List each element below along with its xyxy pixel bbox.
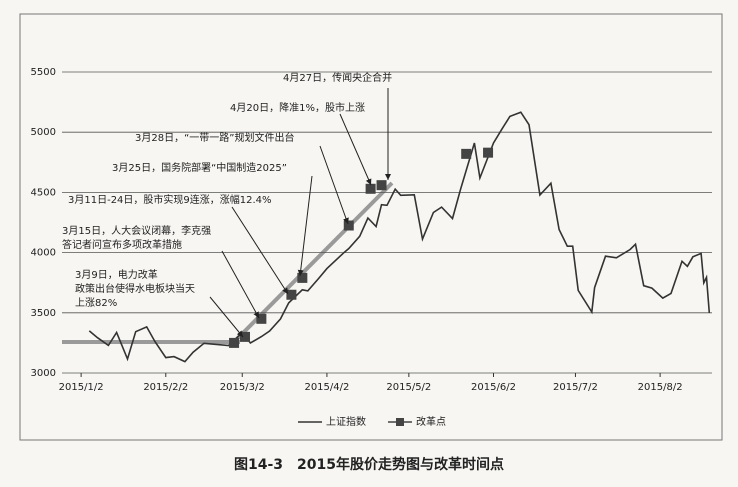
annotation: 上涨82% [75, 297, 117, 309]
annotation-arrow [319, 145, 349, 225]
y-tick-label: 5000 [31, 127, 56, 138]
annotation: 3月15日，人大会议闭幕，李克强 [62, 224, 211, 237]
y-tick-label: 4000 [31, 248, 56, 259]
x-tick-label: 2015/4/2 [304, 382, 349, 393]
annotation: 3月28日，“一带一路”规划文件出台 [135, 131, 294, 144]
annotation-arrow [231, 206, 289, 295]
legend-label: 上证指数 [326, 415, 366, 428]
legend-marker [396, 418, 404, 426]
annotation: 3月25日，国务院部署“中国制造2025” [112, 161, 287, 174]
reform-point [297, 272, 308, 283]
trend-line [230, 181, 394, 346]
annotation: 3月11日-24日，股市实现9连涨，涨幅12.4% [68, 193, 272, 206]
annotation: 4月20日，降准1%，股市上涨 [230, 101, 365, 114]
annotation-arrow [221, 250, 260, 319]
annotation-arrow [209, 296, 244, 338]
y-tick-label: 5500 [31, 67, 56, 78]
reform-point [286, 289, 297, 300]
annotation-arrow [297, 175, 313, 277]
x-tick-label: 2015/8/2 [638, 382, 683, 393]
reform-point [483, 147, 494, 158]
caption: 图14-3 2015年股价走势图与改革时间点 [234, 456, 504, 473]
x-tick-label: 2015/3/2 [220, 382, 265, 393]
reform-point [365, 183, 376, 194]
annotation-arrow [339, 113, 372, 186]
annotation: 3月9日，电力改革 [75, 268, 158, 281]
annotation: 政策出台使得水电板块当天 [75, 282, 195, 295]
x-tick-label: 2015/5/2 [386, 382, 431, 393]
reform-point [229, 337, 240, 348]
reform-point [376, 180, 387, 191]
x-tick-label: 2015/2/2 [143, 382, 188, 393]
reform-point [461, 148, 472, 159]
x-tick-label: 2015/1/2 [59, 382, 104, 393]
legend-label: 改革点 [416, 415, 446, 428]
annotation: 答记者问宣布多项改革措施 [62, 238, 182, 251]
annotation: 4月27日，传闻央企合并 [283, 71, 392, 84]
frame [19, 13, 723, 441]
y-tick-label: 3000 [31, 368, 56, 379]
reform-point [256, 313, 267, 324]
y-tick-label: 4500 [31, 187, 56, 198]
y-tick-label: 3500 [31, 308, 56, 319]
index-line [88, 111, 711, 363]
reform-point [343, 220, 354, 231]
reform-point [239, 331, 250, 342]
x-tick-label: 2015/7/2 [553, 382, 598, 393]
x-tick-label: 2015/6/2 [471, 382, 516, 393]
